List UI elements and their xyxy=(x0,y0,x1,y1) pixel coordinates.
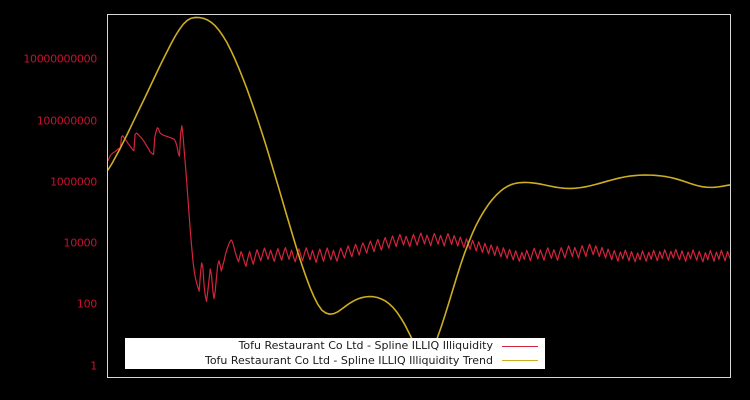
y-tick-label: 1 xyxy=(90,359,97,373)
y-tick-label: 100000000 xyxy=(36,114,98,128)
legend-label-illiquidity: Tofu Restaurant Co Ltd - Spline ILLIQ Il… xyxy=(238,339,493,353)
y-tick-label: 10000000000 xyxy=(23,52,97,66)
legend-line-swatch-illiquidity-trend xyxy=(502,360,538,362)
legend-label-illiquidity-trend: Tofu Restaurant Co Ltd - Spline ILLIQ Il… xyxy=(204,353,493,367)
plot-area xyxy=(107,14,731,378)
y-tick-label: 100 xyxy=(76,297,97,311)
y-tick-label: 10000 xyxy=(63,236,98,250)
chart-legend: Tofu Restaurant Co Ltd - Spline ILLIQ Il… xyxy=(125,338,545,369)
y-tick-label: 1000000 xyxy=(50,175,97,189)
legend-item[interactable]: Tofu Restaurant Co Ltd - Spline ILLIQ Il… xyxy=(126,354,544,369)
legend-line-swatch-illiquidity xyxy=(502,345,538,347)
series-line-illiquidity xyxy=(108,126,730,302)
legend-item[interactable]: Tofu Restaurant Co Ltd - Spline ILLIQ Il… xyxy=(126,339,544,354)
series-canvas xyxy=(108,15,730,377)
series-line-illiquidity-trend xyxy=(108,17,730,357)
